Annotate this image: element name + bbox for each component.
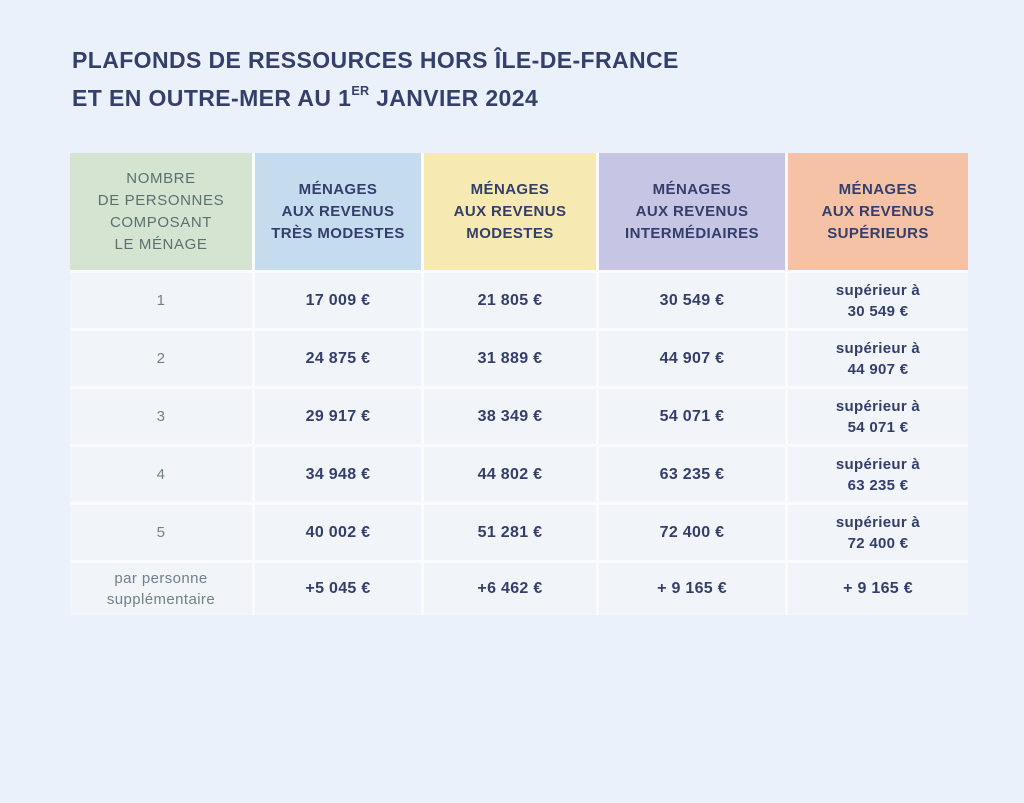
row-2-label: 2 — [70, 331, 252, 386]
row-4-modestes: 44 802 € — [424, 447, 596, 502]
row-4-tres-modestes: 34 948 € — [255, 447, 421, 502]
row-extra-person-superieurs: + 9 165 € — [788, 563, 968, 615]
row-4-superieurs: supérieur à 63 235 € — [788, 447, 968, 502]
row-2-superieurs: supérieur à 44 907 € — [788, 331, 968, 386]
row-4-label: 4 — [70, 447, 252, 502]
row-2-modestes: 31 889 € — [424, 331, 596, 386]
row-3-tres-modestes: 29 917 € — [255, 389, 421, 444]
row-extra-person-tres-modestes: +5 045 € — [255, 563, 421, 615]
row-1-label: 1 — [70, 273, 252, 328]
row-2-tres-modestes: 24 875 € — [255, 331, 421, 386]
header-cell-revenus-tres-modestes: MÉNAGES AUX REVENUS TRÈS MODESTES — [255, 153, 421, 270]
row-3-intermediaires: 54 071 € — [599, 389, 785, 444]
row-5-label: 5 — [70, 505, 252, 560]
row-1-superieurs: supérieur à 30 549 € — [788, 273, 968, 328]
row-1-modestes: 21 805 € — [424, 273, 596, 328]
page-title-line2-post: JANVIER 2024 — [369, 84, 539, 111]
row-extra-person-intermediaires: + 9 165 € — [599, 563, 785, 615]
page-title-line2-pre: ET EN OUTRE-MER AU 1 — [72, 84, 352, 111]
row-3-superieurs: supérieur à 54 071 € — [788, 389, 968, 444]
row-extra-person-label: par personne supplémentaire — [70, 563, 252, 615]
header-cell-revenus-superieurs: MÉNAGES AUX REVENUS SUPÉRIEURS — [788, 153, 968, 270]
row-2-intermediaires: 44 907 € — [599, 331, 785, 386]
row-5-modestes: 51 281 € — [424, 505, 596, 560]
row-1-intermediaires: 30 549 € — [599, 273, 785, 328]
page-title-line1: PLAFONDS DE RESSOURCES HORS ÎLE-DE-FRANC… — [72, 47, 679, 73]
row-extra-person-modestes: +6 462 € — [424, 563, 596, 615]
row-5-intermediaires: 72 400 € — [599, 505, 785, 560]
row-5-tres-modestes: 40 002 € — [255, 505, 421, 560]
page-title: PLAFONDS DE RESSOURCES HORS ÎLE-DE-FRANC… — [72, 44, 679, 115]
header-cell-household-size: NOMBRE DE PERSONNES COMPOSANT LE MÉNAGE — [70, 153, 252, 270]
row-3-label: 3 — [70, 389, 252, 444]
page-title-line2: ET EN OUTRE-MER AU 1ER JANVIER 2024 — [72, 84, 539, 111]
row-4-intermediaires: 63 235 € — [599, 447, 785, 502]
row-5-superieurs: supérieur à 72 400 € — [788, 505, 968, 560]
header-cell-revenus-modestes: MÉNAGES AUX REVENUS MODESTES — [424, 153, 596, 270]
page-title-ordinal-sup: ER — [351, 84, 370, 99]
resource-ceilings-table: NOMBRE DE PERSONNES COMPOSANT LE MÉNAGE … — [70, 153, 968, 615]
row-1-tres-modestes: 17 009 € — [255, 273, 421, 328]
header-cell-revenus-intermediaires: MÉNAGES AUX REVENUS INTERMÉDIAIRES — [599, 153, 785, 270]
row-3-modestes: 38 349 € — [424, 389, 596, 444]
